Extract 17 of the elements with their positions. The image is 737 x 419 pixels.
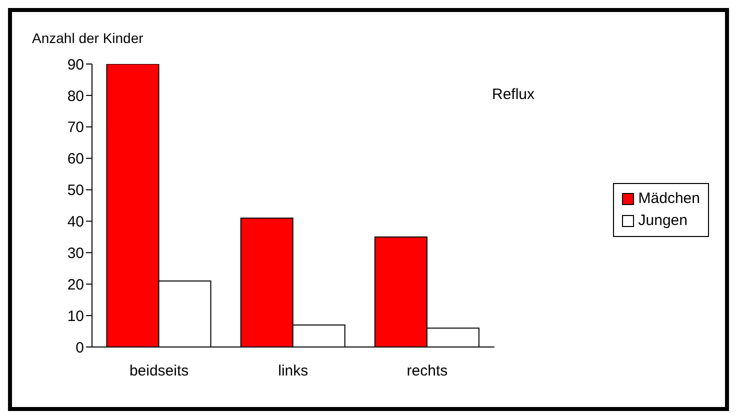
y-tick-label: 40 — [67, 214, 84, 231]
legend-label: Mädchen — [638, 188, 700, 208]
y-tick-label: 0 — [76, 339, 84, 356]
y-tick-label: 60 — [67, 150, 84, 168]
y-tick-label: 30 — [67, 244, 84, 262]
y-tick-label: 10 — [67, 308, 84, 325]
y-tick-label: 80 — [67, 88, 84, 105]
legend-label: Jungen — [638, 210, 688, 230]
y-tick-label: 70 — [67, 119, 84, 136]
y-axis-title: Anzahl der Kinder — [32, 30, 144, 46]
x-tick-label: links — [278, 362, 308, 380]
y-tick-label: 50 — [67, 182, 84, 200]
text: Reflux — [492, 86, 535, 103]
y-tick-label: 20 — [67, 276, 84, 294]
x-tick-label: rechts — [406, 362, 448, 380]
y-tick-label: 90 — [67, 56, 84, 74]
x-tick-label: beidseits — [129, 362, 189, 380]
